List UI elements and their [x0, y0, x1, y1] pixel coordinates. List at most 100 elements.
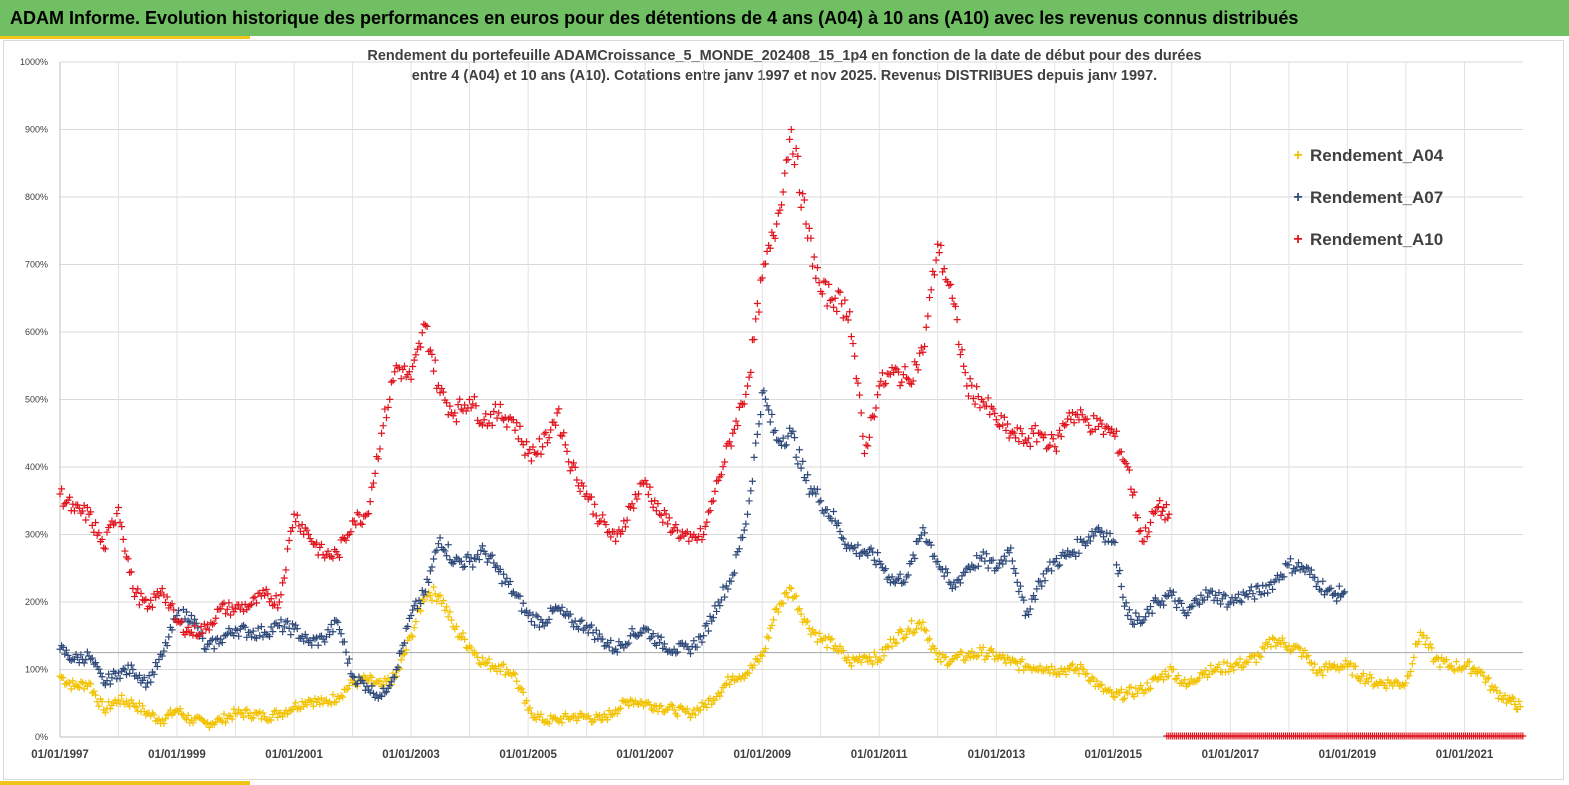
data-point: [56, 645, 64, 653]
data-point: [269, 628, 277, 636]
data-point: [508, 589, 516, 597]
data-point: [669, 527, 677, 535]
data-point: [1091, 425, 1099, 433]
data-point: [1272, 642, 1280, 650]
data-point: [1143, 533, 1151, 541]
data-point: [313, 634, 321, 642]
data-point: [825, 280, 833, 288]
data-point: [1166, 587, 1174, 595]
data-point: [1231, 660, 1239, 668]
data-point: [150, 711, 158, 719]
data-point: [467, 404, 475, 412]
data-point: [145, 672, 153, 680]
data-point: [693, 643, 701, 651]
data-point: [983, 550, 991, 558]
data-point: [856, 391, 864, 399]
data-point: [833, 307, 841, 315]
data-point: [696, 706, 704, 714]
data-point: [1481, 678, 1489, 686]
data-point: [279, 579, 287, 587]
data-point: [509, 588, 517, 596]
data-point: [581, 624, 589, 632]
data-point: [815, 279, 823, 287]
data-point: [347, 670, 355, 678]
data-point: [100, 544, 108, 552]
data-point: [899, 371, 907, 379]
data-point: [111, 519, 119, 527]
data-point: [75, 684, 83, 692]
data-point: [969, 394, 977, 402]
data-point: [490, 407, 498, 415]
data-point: [1020, 666, 1028, 674]
data-point: [439, 388, 447, 396]
data-point: [508, 671, 516, 679]
data-point: [612, 706, 620, 714]
data-point: [1051, 666, 1059, 673]
data-point: [591, 635, 599, 643]
data-point: [649, 630, 657, 638]
data-point: [513, 419, 521, 427]
data-point: [843, 312, 851, 320]
data-point: [98, 698, 106, 706]
data-point: [763, 247, 771, 255]
data-point: [1046, 441, 1054, 449]
data-point: [1093, 525, 1101, 533]
data-point: [556, 607, 564, 615]
data-point: [948, 585, 956, 592]
data-point: [1010, 429, 1018, 437]
data-point: [903, 573, 911, 581]
data-point: [134, 585, 142, 593]
data-point: [337, 692, 345, 700]
data-point: [716, 602, 724, 610]
data-point: [457, 634, 465, 642]
data-point: [335, 626, 343, 634]
data-point: [1013, 424, 1021, 432]
data-point: [735, 403, 743, 411]
data-point: [58, 642, 66, 650]
data-point: [327, 621, 335, 628]
data-point: [277, 709, 285, 717]
data-point: [1108, 425, 1116, 433]
data-point: [366, 498, 374, 506]
data-point: [973, 653, 981, 661]
data-point: [101, 545, 109, 553]
data-point: [443, 603, 451, 611]
data-point: [1335, 582, 1343, 590]
data-point: [240, 622, 248, 629]
data-point: [826, 636, 834, 644]
data-point: [932, 649, 940, 657]
data-point: [366, 688, 374, 696]
data-point: [973, 383, 981, 391]
data-point: [774, 209, 782, 217]
data-point: [199, 716, 207, 724]
data-point: [550, 418, 558, 426]
data-point: [1004, 653, 1012, 661]
data-point: [64, 496, 72, 504]
data-point: [96, 669, 104, 677]
data-point: [576, 617, 584, 625]
data-point: [74, 501, 82, 509]
data-point: [1480, 672, 1488, 680]
data-point: [1056, 426, 1064, 434]
data-point: [324, 547, 332, 555]
data-point: [257, 715, 265, 723]
x-tick-label: 01/01/2021: [1436, 749, 1494, 761]
data-point: [87, 508, 95, 516]
data-point: [935, 650, 943, 658]
data-point: [1236, 655, 1244, 663]
data-point: [1234, 590, 1242, 598]
data-point: [1093, 414, 1101, 422]
data-point: [1327, 664, 1335, 672]
data-point: [968, 647, 976, 655]
data-point: [1108, 689, 1116, 697]
data-point: [421, 588, 429, 596]
data-point: [209, 719, 217, 727]
data-point: [311, 695, 319, 703]
data-point: [329, 628, 337, 636]
data-point: [1174, 672, 1182, 680]
data-point: [860, 652, 868, 660]
data-point: [540, 430, 548, 438]
data-point: [713, 607, 721, 615]
data-point: [782, 156, 790, 164]
data-point: [739, 533, 747, 541]
